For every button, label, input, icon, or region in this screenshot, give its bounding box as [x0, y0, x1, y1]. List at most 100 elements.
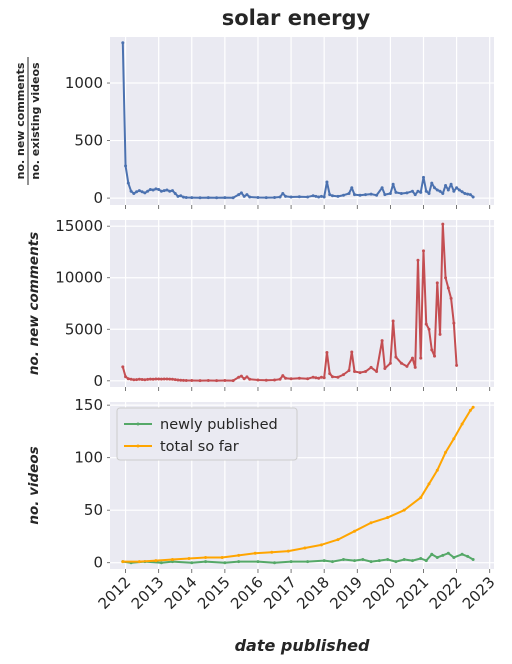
legend: newly published total so far	[116, 407, 298, 461]
data-point	[391, 182, 395, 186]
data-point	[319, 194, 323, 198]
data-point	[168, 377, 172, 381]
data-point	[402, 558, 406, 562]
data-point	[413, 193, 417, 197]
data-point	[438, 189, 442, 193]
data-point	[380, 186, 384, 190]
data-point	[463, 191, 467, 195]
data-point	[184, 196, 188, 200]
data-point	[151, 377, 155, 381]
data-point	[143, 378, 147, 382]
data-point	[353, 529, 357, 533]
data-point	[325, 350, 329, 354]
data-point	[204, 555, 208, 559]
data-point	[314, 194, 318, 198]
data-point	[466, 192, 470, 196]
data-point	[435, 281, 439, 285]
x-axis-label: date published	[235, 636, 370, 655]
data-point	[471, 558, 475, 562]
data-point	[424, 559, 428, 563]
data-point	[135, 190, 139, 194]
data-point	[369, 560, 373, 564]
data-point	[231, 196, 235, 200]
data-point	[405, 364, 409, 368]
data-point	[165, 377, 169, 381]
data-point	[181, 378, 185, 382]
data-point	[256, 196, 260, 200]
plot-area	[110, 37, 494, 205]
data-point	[317, 195, 321, 199]
legend-label: newly published	[160, 417, 278, 433]
data-point	[419, 190, 423, 194]
data-point	[140, 190, 144, 194]
legend-label: total so far	[160, 439, 239, 455]
data-point	[452, 437, 456, 441]
data-point	[435, 468, 439, 472]
data-point	[303, 546, 307, 550]
data-point	[380, 339, 384, 343]
data-point	[242, 194, 246, 198]
y-tick-label: 1000	[65, 74, 103, 92]
data-point	[336, 538, 340, 542]
data-point	[289, 195, 293, 199]
data-point	[444, 183, 448, 187]
data-point	[421, 249, 425, 253]
data-point	[204, 560, 208, 564]
data-point	[157, 377, 161, 381]
data-point	[341, 193, 345, 197]
data-point	[237, 193, 241, 197]
data-point	[353, 559, 357, 563]
data-point	[394, 560, 398, 564]
data-point	[286, 549, 290, 553]
legend-box	[116, 407, 298, 461]
data-point	[419, 496, 423, 500]
data-point	[253, 551, 257, 555]
data-point	[198, 196, 202, 200]
data-point	[399, 361, 403, 365]
data-point	[151, 188, 155, 192]
data-point	[126, 377, 130, 381]
data-point	[245, 193, 249, 197]
data-point	[471, 195, 475, 199]
data-point	[444, 450, 448, 454]
y-tick-label: 50	[84, 501, 103, 519]
data-point	[433, 354, 437, 358]
data-point	[375, 370, 379, 374]
data-point	[322, 195, 326, 199]
data-point	[424, 189, 428, 193]
data-point	[413, 365, 417, 369]
chart-title: solar energy	[222, 6, 371, 30]
data-point	[278, 377, 282, 381]
data-point	[330, 375, 334, 379]
data-point	[328, 372, 332, 376]
data-point	[399, 191, 403, 195]
data-point	[466, 554, 470, 558]
data-point	[170, 377, 174, 381]
data-point	[143, 191, 147, 195]
data-point	[394, 190, 398, 194]
y-axis-label-numerator: no. new comments	[14, 62, 27, 179]
data-point	[297, 376, 301, 380]
data-point	[146, 377, 150, 381]
data-point	[289, 377, 293, 381]
data-point	[468, 408, 472, 412]
y-tick-label: 500	[74, 132, 103, 150]
data-point	[430, 348, 434, 352]
data-point	[446, 188, 450, 192]
data-point	[364, 193, 368, 197]
data-point	[361, 558, 365, 562]
data-point	[181, 195, 185, 199]
data-point	[347, 191, 351, 195]
data-point	[410, 189, 414, 193]
data-point	[270, 550, 274, 554]
data-point	[375, 193, 379, 197]
data-point	[325, 180, 329, 184]
data-point	[386, 558, 390, 562]
data-point	[256, 378, 260, 382]
data-point	[369, 192, 373, 196]
data-point	[314, 376, 318, 380]
data-point	[273, 196, 277, 200]
data-point	[460, 422, 464, 426]
data-point	[137, 189, 141, 193]
data-point	[394, 355, 398, 359]
